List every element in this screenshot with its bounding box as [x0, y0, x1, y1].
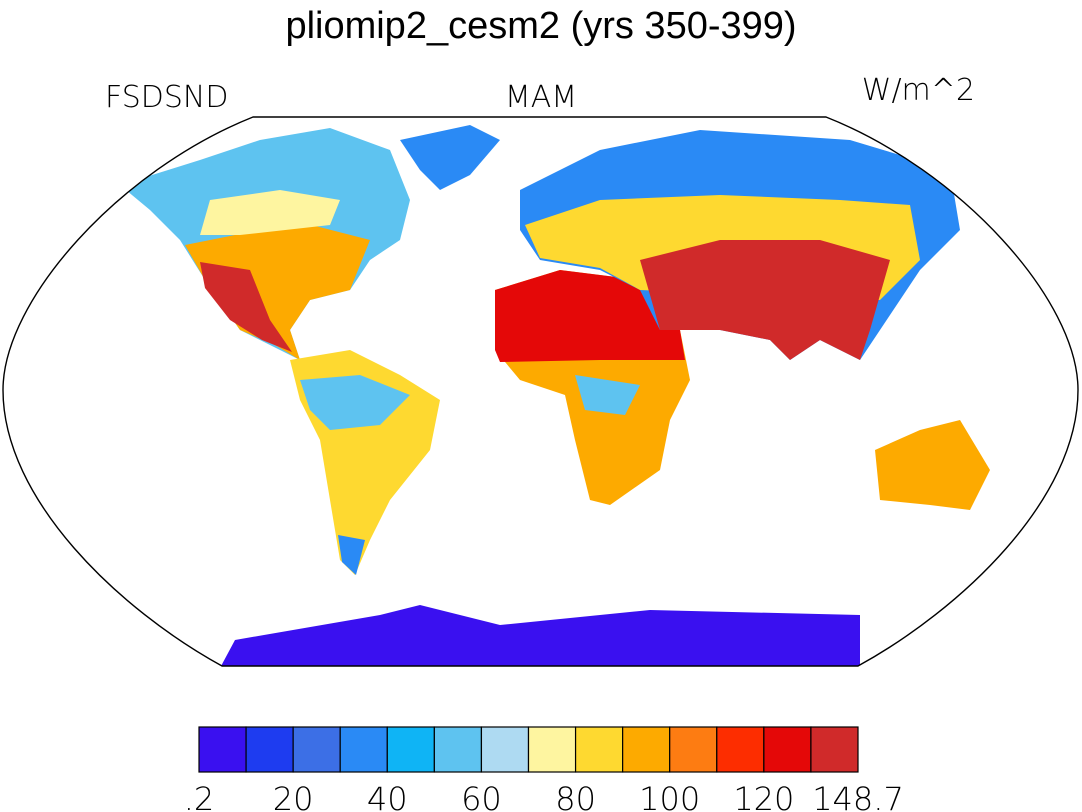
colorbar-box	[386, 726, 435, 773]
south-america-cold	[338, 535, 365, 575]
colorbar-box	[292, 726, 341, 773]
colorbar-label: 120	[733, 780, 794, 812]
colorbar-box	[527, 726, 577, 773]
colorbar-label: 100	[639, 780, 700, 812]
title: pliomip2_cesm2 (yrs 350-399)	[285, 5, 796, 47]
africa-cool	[575, 375, 640, 415]
greenland	[400, 125, 500, 190]
units-label: W/m^2	[862, 73, 975, 108]
colorbar-box	[574, 726, 624, 773]
south-america-cool	[300, 375, 410, 430]
colorbar-box	[622, 726, 671, 773]
colorbar-box	[480, 726, 530, 773]
colorbar-box	[198, 726, 247, 773]
antarctica	[220, 605, 860, 666]
colorbar-box	[339, 726, 388, 773]
map	[2, 116, 1079, 667]
colorbar-box	[810, 726, 859, 773]
colorbar-label: 60	[461, 780, 502, 812]
colorbar-box	[433, 726, 483, 773]
eurasia-hot	[640, 240, 890, 360]
australia	[875, 420, 990, 510]
season-label: MAM	[505, 80, 577, 115]
north-america-hot	[200, 262, 292, 352]
colorbar-label: 148.7	[812, 780, 904, 812]
colorbar-box	[716, 726, 765, 773]
map-outline	[2, 116, 1079, 667]
colorbar-label: 80	[555, 780, 596, 812]
colorbar-label: .2	[184, 780, 215, 812]
north-america-mild	[200, 190, 340, 235]
colorbar-label: 20	[273, 780, 314, 812]
africa-hot	[495, 270, 685, 362]
colorbar-box	[245, 726, 294, 773]
north-america-warm	[185, 222, 370, 360]
colorbar-box	[763, 726, 812, 773]
variable-label: FSDSND	[105, 80, 228, 115]
colorbar-label: 40	[367, 780, 408, 812]
colorbar: .2 20 40 60 80 100 120 148.7	[184, 726, 904, 812]
colorbar-box	[669, 726, 718, 773]
